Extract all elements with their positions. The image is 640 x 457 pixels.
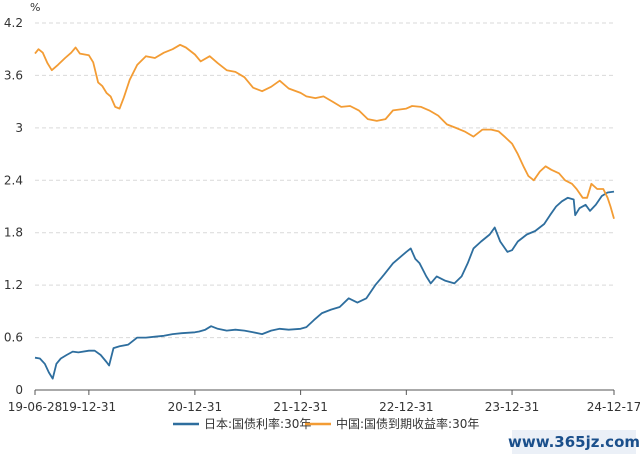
x-tick-label: 20-12-31: [168, 400, 222, 414]
x-tick-label: 19-06-28: [8, 400, 62, 414]
y-tick-label: 3: [15, 121, 23, 135]
series-line-2: [34, 43, 615, 219]
x-axis: 19-06-28 19-12-31 20-12-31 21-12-31 22-12-31…: [8, 390, 640, 414]
y-tick-label: 4.2: [4, 16, 23, 30]
legend-label-2: 中国:国债到期收益率:30年: [336, 416, 479, 431]
y-tick-label: 1.2: [4, 278, 23, 292]
y-tick-label: 0.6: [4, 331, 23, 345]
legend-label-1: 日本:国债利率:30年: [204, 416, 311, 431]
watermark-background: [512, 430, 636, 454]
watermark: www.365jz.com: [508, 430, 640, 454]
x-tick-label: 22-12-31: [379, 400, 433, 414]
series-group: [34, 43, 615, 380]
y-tick-label: 0: [15, 383, 23, 397]
x-tick-label: 24-12-17: [587, 400, 640, 414]
x-tick-label: 19-12-31: [62, 400, 116, 414]
y-axis: 0 0.6 1.2 1.8 2.4 3 3.6 4.2: [4, 16, 23, 397]
x-tick-label: 21-12-31: [273, 400, 327, 414]
y-axis-unit: %: [30, 1, 40, 14]
series-line-1: [34, 190, 615, 380]
legend: 日本:国债利率:30年 中国:国债到期收益率:30年: [173, 416, 479, 431]
y-tick-label: 1.8: [4, 226, 23, 240]
y-tick-label: 3.6: [4, 68, 23, 82]
x-tick-label: 23-12-31: [485, 400, 539, 414]
watermark-text: www.365jz.com: [508, 433, 640, 451]
y-tick-label: 2.4: [4, 173, 23, 187]
grid-lines: [35, 22, 614, 339]
